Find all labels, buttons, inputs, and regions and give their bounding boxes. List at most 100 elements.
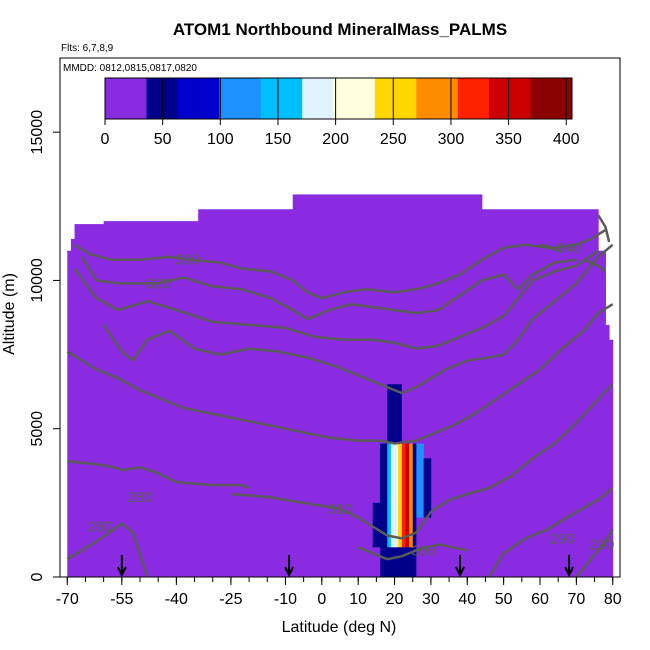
colorbar-band-41 bbox=[530, 78, 542, 119]
heatmap-cell-15 bbox=[387, 384, 403, 444]
heatmap-cell-17 bbox=[416, 443, 424, 518]
contour-line-12 bbox=[583, 258, 607, 273]
flight-arrow-head-3 bbox=[564, 566, 574, 578]
chart-title: ATOM1 Northbound MineralMass_PALMS bbox=[173, 20, 507, 39]
dates-note: MMDD: 0812,0815,0817,0820 bbox=[63, 63, 197, 74]
x-axis-label: Latitude (deg N) bbox=[282, 619, 397, 636]
heatmap-cell-14 bbox=[412, 443, 417, 548]
x-tick-label-0: -70 bbox=[56, 591, 79, 608]
flight-arrow-2 bbox=[455, 555, 465, 578]
coverage-column-6 bbox=[481, 209, 599, 577]
flight-arrow-head-2 bbox=[455, 566, 465, 578]
colorbar-band-26 bbox=[374, 78, 386, 119]
colorbar-band-39 bbox=[509, 78, 521, 119]
heatmap-cell-9 bbox=[394, 443, 399, 548]
heatmap-cell-5 bbox=[372, 502, 381, 563]
contour-line-5 bbox=[575, 528, 614, 578]
contour-line-6 bbox=[66, 303, 614, 445]
colorbar-band-9 bbox=[198, 78, 210, 119]
y-tick-label-3: 15000 bbox=[29, 110, 46, 155]
colorbar-tick-label-6: 300 bbox=[438, 131, 465, 148]
y-tick-label-1: 5000 bbox=[29, 411, 46, 447]
y-axis-label: Altitude (m) bbox=[1, 273, 18, 355]
contour-label-1: 280 bbox=[87, 519, 112, 536]
arrow-layer bbox=[116, 555, 574, 578]
coverage-column-2 bbox=[74, 224, 105, 577]
coverage-column-7 bbox=[598, 250, 606, 577]
colorbar-tick-label-1: 50 bbox=[154, 131, 172, 148]
heatmap-cell-6 bbox=[380, 443, 388, 563]
flight-arrow-1 bbox=[284, 555, 294, 578]
colorbar-band-32 bbox=[437, 78, 448, 119]
x-tick-label-10: 50 bbox=[495, 591, 513, 608]
colorbar-band-34 bbox=[457, 78, 469, 119]
flight-arrow-3 bbox=[564, 555, 574, 578]
x-tick-label-2: -40 bbox=[165, 591, 188, 608]
heatmap-cell-8 bbox=[390, 443, 395, 548]
coverage-column-9 bbox=[609, 339, 614, 577]
heatmap-cell-3 bbox=[350, 488, 363, 533]
heatmap-cell-13 bbox=[409, 443, 414, 548]
contour-label-11: 340 bbox=[557, 240, 582, 257]
y-tick-label-0: 0 bbox=[29, 572, 46, 581]
flights-note: Flts: 6,7,8,9 bbox=[61, 43, 114, 54]
axes: -70 -55 -40 -25 -10 0 10 20 30 40 50 60 70 80 0 5000 100… bbox=[29, 57, 622, 608]
colorbar-band-0 bbox=[105, 78, 116, 119]
x-tick-label-4: -10 bbox=[274, 591, 297, 608]
colorbar-band-12 bbox=[229, 78, 241, 119]
colorbar-band-3 bbox=[136, 78, 147, 119]
colorbar-band-14 bbox=[250, 78, 262, 119]
coverage-column-3 bbox=[103, 221, 199, 577]
colorbar-band-20 bbox=[312, 78, 324, 119]
contour-label-0: 280 bbox=[127, 489, 152, 506]
colorbar-band-19 bbox=[302, 78, 313, 119]
colorbar-band-7 bbox=[177, 78, 189, 119]
colorbar-band-33 bbox=[447, 78, 459, 119]
colorbar-tick-label-7: 350 bbox=[495, 131, 522, 148]
colorbar-band-17 bbox=[281, 78, 293, 119]
x-tick-label-8: 30 bbox=[422, 591, 440, 608]
colorbar-band-10 bbox=[208, 78, 220, 119]
colorbar-band-18 bbox=[291, 78, 303, 119]
colorbar-band-27 bbox=[385, 78, 396, 119]
x-tick-label-13: 80 bbox=[604, 591, 622, 608]
heatmap-cell-10 bbox=[398, 443, 403, 548]
contour-line-4 bbox=[488, 487, 614, 578]
x-tick-label-11: 60 bbox=[531, 591, 549, 608]
contour-label-9: 320 bbox=[146, 275, 171, 292]
heatmap-cell-12 bbox=[405, 443, 410, 548]
x-tick-label-9: 40 bbox=[458, 591, 476, 608]
heatmap-cell-11 bbox=[401, 443, 406, 548]
colorbar-band-2 bbox=[125, 78, 137, 119]
heatmap-cell-22 bbox=[445, 532, 468, 577]
colorbar-band-24 bbox=[354, 78, 365, 119]
contour-line-7 bbox=[102, 243, 614, 395]
heatmap-cell-18 bbox=[423, 458, 432, 518]
contour-label-3: 300 bbox=[411, 542, 436, 559]
colorbar-tick-label-8: 400 bbox=[553, 131, 580, 148]
colorbar-band-37 bbox=[488, 78, 500, 119]
colorbar-band-16 bbox=[271, 78, 282, 119]
heatmap-cell-0 bbox=[158, 428, 163, 453]
flight-arrow-0 bbox=[116, 555, 127, 578]
colorbar-band-4 bbox=[146, 78, 158, 119]
x-tick-label-1: -55 bbox=[110, 591, 133, 608]
colorbar-band-22 bbox=[333, 78, 345, 119]
contour-line-0 bbox=[67, 460, 250, 490]
colorbar-band-11 bbox=[219, 78, 230, 119]
colorbar-tick-label-2: 100 bbox=[207, 131, 234, 148]
coverage-column-4 bbox=[198, 209, 294, 577]
heatmap-cell-1 bbox=[169, 428, 177, 459]
colorbar-band-13 bbox=[239, 78, 251, 119]
heatmap-cell-7 bbox=[387, 443, 392, 548]
x-tick-label-5: 0 bbox=[317, 591, 326, 608]
x-tick-label-12: 70 bbox=[567, 591, 585, 608]
coverage-column-1 bbox=[70, 238, 76, 577]
y-tick-label-2: 10000 bbox=[29, 258, 46, 303]
colorbar-band-30 bbox=[416, 78, 428, 119]
contour-line-3 bbox=[357, 543, 468, 561]
x-tick-label-6: 10 bbox=[349, 591, 367, 608]
contour-label-5: 290 bbox=[589, 536, 614, 553]
flight-arrow-head-1 bbox=[284, 566, 294, 578]
